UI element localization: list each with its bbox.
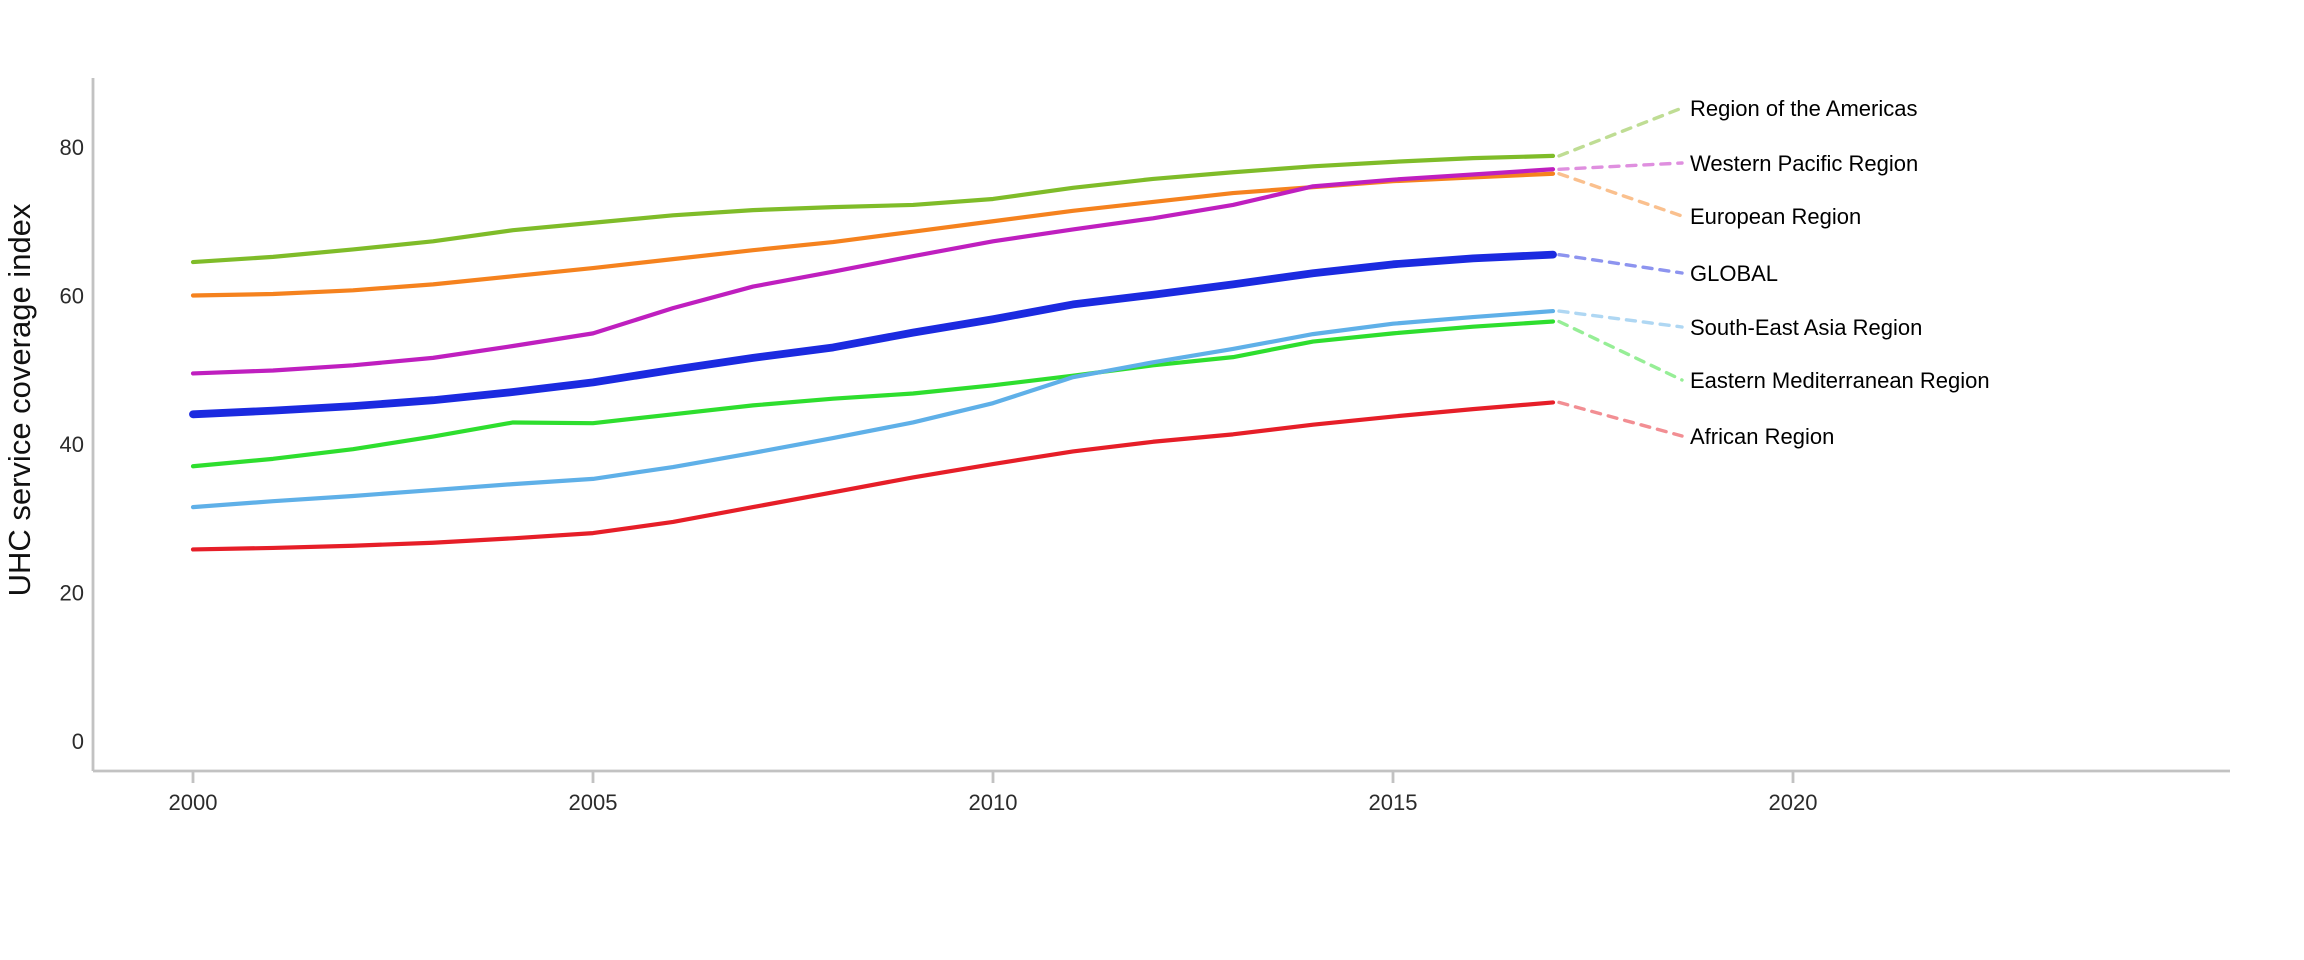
legend-label-eastern-mediterranean-region: Eastern Mediterranean Region (1690, 368, 1990, 393)
x-tick-label-2010: 2010 (969, 790, 1018, 815)
leader-line-african-region (1557, 400, 1684, 438)
leader-line-global (1557, 252, 1684, 275)
legend-label-european-region: European Region (1690, 204, 1861, 229)
series-line-global (189, 250, 1557, 419)
axes (91, 78, 2230, 773)
y-axis-title: UHC service coverage index (2, 203, 37, 596)
y-tick-labels: 0 20 40 60 80 (60, 135, 84, 754)
legend-labels: Region of the Americas Western Pacific Re… (1690, 96, 1990, 449)
legend-label-region-of-the-americas: Region of the Americas (1690, 96, 1917, 121)
legend-leader-lines (1557, 106, 1684, 438)
series-line-western-pacific-region (190, 167, 1556, 376)
x-tick-marks (191, 771, 1795, 783)
x-tick-label-2000: 2000 (169, 790, 218, 815)
y-tick-label-0: 0 (72, 729, 84, 754)
series-line-eastern-mediterranean-region (190, 319, 1556, 469)
series-line-african-region (190, 400, 1556, 552)
x-tick-labels: 2000 2005 2010 2015 2020 (169, 790, 1818, 815)
leader-line-south-east-asia-region (1557, 309, 1684, 329)
leader-line-european-region (1557, 172, 1684, 218)
legend-label-western-pacific-region: Western Pacific Region (1690, 151, 1918, 176)
x-tick-label-2015: 2015 (1369, 790, 1418, 815)
x-tick-label-2005: 2005 (569, 790, 618, 815)
legend-label-south-east-asia-region: South-East Asia Region (1690, 315, 1922, 340)
series-line-european-region (190, 171, 1556, 298)
leader-line-western-pacific-region (1557, 161, 1684, 171)
y-tick-label-20: 20 (60, 581, 84, 606)
y-tick-label-40: 40 (60, 432, 84, 457)
y-tick-label-80: 80 (60, 135, 84, 160)
x-tick-label-2020: 2020 (1769, 790, 1818, 815)
series-line-south-east-asia-region (190, 308, 1556, 510)
legend-label-global: GLOBAL (1690, 261, 1778, 286)
series-line-region-of-the-americas (190, 153, 1556, 265)
y-tick-label-60: 60 (60, 284, 84, 309)
leader-line-eastern-mediterranean-region (1557, 319, 1684, 382)
series-lines (189, 153, 1557, 552)
legend-label-african-region: African Region (1690, 424, 1834, 449)
leader-line-region-of-the-americas (1557, 106, 1684, 158)
